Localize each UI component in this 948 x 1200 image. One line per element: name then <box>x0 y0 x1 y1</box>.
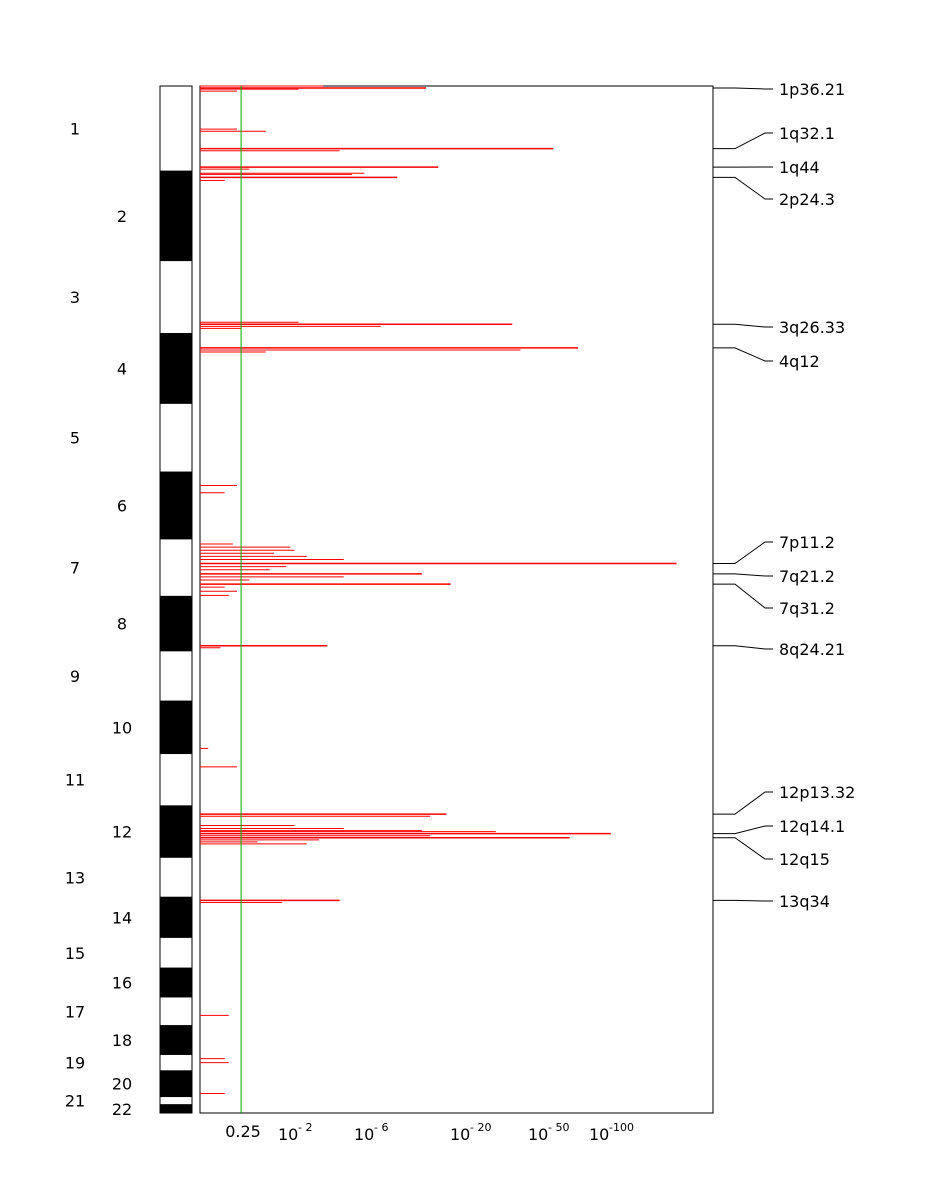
x-tick-base: 10 <box>450 1125 470 1144</box>
peak-label-1q44: 1q44 <box>779 158 820 177</box>
chromosome-label-16: 16 <box>112 974 132 993</box>
ideogram-band-chr17 <box>159 996 193 1027</box>
ideogram-band-chr22 <box>159 1104 193 1114</box>
chromosome-label-21: 21 <box>65 1092 85 1111</box>
ideogram-band-chr13 <box>159 856 193 898</box>
chromosome-label-11: 11 <box>65 771 85 790</box>
x-axis-tick-labels: 0.25 10- 2 10- 6 10- 20 10- 50 10 -100 <box>225 1121 634 1144</box>
peak-label-4q12: 4q12 <box>779 352 820 371</box>
peak-leader-12p13.32 <box>713 791 773 815</box>
ideogram-band-chr14 <box>159 896 193 938</box>
x-tick-exponent: -100 <box>609 1121 634 1134</box>
peak-leader-1q32.1 <box>713 132 773 150</box>
peak-label-3q26.33: 3q26.33 <box>779 318 845 337</box>
peak-label-leaders <box>713 87 773 902</box>
ideogram-band-chr19 <box>159 1053 193 1072</box>
peak-label-8q24.21: 8q24.21 <box>779 640 845 659</box>
x-tick-base: 0.25 <box>225 1122 261 1141</box>
plot-frame <box>199 85 714 1114</box>
ideogram-band-chr5 <box>159 402 193 473</box>
chromosome-label-17: 17 <box>65 1002 85 1021</box>
peak-leader-7q21.2 <box>713 573 773 577</box>
ideogram-band-chr6 <box>159 471 193 540</box>
ideogram-band-chr20 <box>159 1070 193 1098</box>
x-tick-base: 10 <box>278 1125 298 1144</box>
peak-leader-12q14.1 <box>713 825 773 835</box>
peak-label-7p11.2: 7p11.2 <box>779 533 835 552</box>
peak-label-12q14.1: 12q14.1 <box>779 817 845 836</box>
chromosome-label-19: 19 <box>65 1054 85 1073</box>
ideogram-band-chr7 <box>159 538 193 597</box>
chromosome-label-20: 20 <box>112 1075 132 1094</box>
ideogram-band-chr2 <box>159 170 193 262</box>
x-tick-label: 10- 50 <box>528 1121 569 1144</box>
peak-leader-3q26.33 <box>713 323 773 328</box>
peak-label-12q15: 12q15 <box>779 850 830 869</box>
ideogram-band-chr1 <box>159 85 193 172</box>
ideogram-band-chr8 <box>159 595 193 652</box>
minor-bars <box>200 85 521 1094</box>
chromosome-label-9: 9 <box>70 667 80 686</box>
peak-label-1q32.1: 1q32.1 <box>779 124 835 143</box>
x-tick-exponent: - 6 <box>374 1121 388 1134</box>
peak-leader-8q24.21 <box>713 645 773 650</box>
ideogram-band-chr21 <box>159 1096 193 1106</box>
x-tick-label: 10 -100 <box>589 1121 634 1144</box>
peak-label-13q34: 13q34 <box>779 892 830 911</box>
chromosome-label-10: 10 <box>112 718 132 737</box>
chromosome-label-18: 18 <box>112 1031 132 1050</box>
chromosome-label-12: 12 <box>112 823 132 842</box>
ideogram-band-chr11 <box>159 753 193 807</box>
peak-label-7q21.2: 7q21.2 <box>779 567 835 586</box>
ideogram-band-chr10 <box>159 700 193 755</box>
peak-label-12p13.32: 12p13.32 <box>779 783 855 802</box>
chromosome-label-14: 14 <box>112 908 132 927</box>
chromosome-label-7: 7 <box>70 559 80 578</box>
ideogram-band-chr12 <box>159 805 193 858</box>
peak-leader-1p36.21 <box>713 87 773 90</box>
x-tick-label: 10- 2 <box>278 1121 312 1144</box>
chromosome-ideogram <box>159 85 193 1114</box>
peak-leader-7q31.2 <box>713 583 773 609</box>
ideogram-band-chr16 <box>159 967 193 998</box>
ideogram-band-chr18 <box>159 1025 193 1055</box>
peak-leader-7p11.2 <box>713 541 773 565</box>
ideogram-band-chr15 <box>159 936 193 969</box>
peak-leader-12q15 <box>713 837 773 860</box>
chromosome-label-6: 6 <box>117 497 127 516</box>
peak-leader-13q34 <box>713 899 773 902</box>
chromosome-label-13: 13 <box>65 868 85 887</box>
x-tick-exponent: - 2 <box>298 1121 312 1134</box>
x-tick-exponent: - 20 <box>470 1121 491 1134</box>
peak-label-1p36.21: 1p36.21 <box>779 80 845 99</box>
peak-leader-2p24.3 <box>713 176 773 200</box>
peak-bars <box>200 87 677 902</box>
chromosome-label-8: 8 <box>117 615 127 634</box>
x-tick-base: 10 <box>528 1125 548 1144</box>
peak-leader-4q12 <box>713 347 773 362</box>
peak-labels: 1p36.21 1q32.1 1q44 2p24.3 3q26.33 4q12 7p11.2… <box>779 80 855 911</box>
x-tick-label: 10- 6 <box>354 1121 388 1144</box>
ideogram-band-chr9 <box>159 650 193 702</box>
chromosome-label-3: 3 <box>70 288 80 307</box>
peak-label-7q31.2: 7q31.2 <box>779 599 835 618</box>
chromosome-label-1: 1 <box>70 120 80 139</box>
x-tick-exponent: - 50 <box>548 1121 569 1134</box>
ideogram-band-chr3 <box>159 260 193 335</box>
chromosome-label-4: 4 <box>117 359 127 378</box>
chromosome-label-2: 2 <box>117 207 127 226</box>
chromosome-label-5: 5 <box>70 429 80 448</box>
x-tick-label: 10- 20 <box>450 1121 491 1144</box>
chromosome-label-15: 15 <box>65 944 85 963</box>
x-tick-base: 10 <box>589 1125 609 1144</box>
x-tick-label: 0.25 <box>225 1122 261 1141</box>
ideogram-band-chr4 <box>159 333 193 404</box>
peak-label-2p24.3: 2p24.3 <box>779 190 835 209</box>
chromosome-label-22: 22 <box>112 1100 132 1119</box>
x-tick-base: 10 <box>354 1125 374 1144</box>
